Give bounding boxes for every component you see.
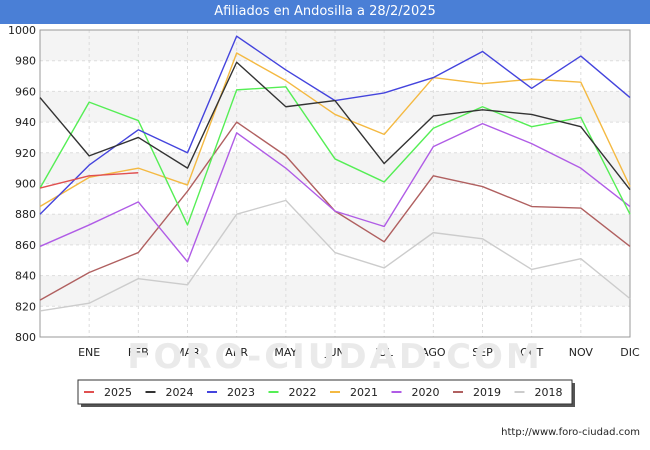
plot-border [39,29,631,338]
y-tick-label: 980 [15,55,36,68]
x-tick-label: ENE [78,346,100,359]
y-tick-label: 820 [15,300,36,313]
legend-box [77,379,573,405]
legend-label: 2019 [473,386,501,399]
x-tick-label: DIC [620,346,640,359]
x-tick-label: ABR [225,346,248,359]
x-tick-label: JUL [374,346,393,359]
watermark: FORO-CIUDAD.COM [127,337,543,377]
x-tick-label: SEP [472,346,493,359]
legend-label: 2018 [535,386,563,399]
footer-url: http://www.foro-ciudad.com [501,427,640,438]
x-tick-label: NOV [569,346,594,359]
legend-label: 2022 [289,386,317,399]
x-tick-label: OCT [520,346,543,359]
series-line-2022 [39,86,631,226]
title-bar: Afiliados en Andosilla a 28/2/2025 [0,0,650,24]
y-tick-label: 960 [15,85,36,98]
y-tick-label: 900 [15,178,36,191]
legend-label: 2021 [350,386,378,399]
y-tick-label: 1000 [8,24,36,37]
series-line-2025 [39,172,139,189]
legend-label: 2025 [104,386,132,399]
y-tick-label: 840 [15,270,36,283]
series-line-2021 [39,52,631,208]
y-tick-label: 940 [15,116,36,129]
legend: 2025 2024 2023 2022 2021 2020 2019 2018 [77,379,575,407]
y-tick-label: 800 [15,331,36,344]
series-line-2018 [39,199,631,312]
legend-label: 2024 [166,386,194,399]
chart-title: Afiliados en Andosilla a 28/2/2025 [214,4,436,19]
y-tick-label: 880 [15,208,36,221]
x-tick-label: JUN [324,346,345,359]
legend-label: 2020 [412,386,440,399]
x-tick-label: AGO [421,346,446,359]
series-line-2020 [39,122,631,263]
y-tick-label: 920 [15,147,36,160]
axes: 800 820 840 860 880 900 920 940 960 980 1000 ENE FEB… [8,24,640,377]
series-line-2024 [39,61,631,191]
x-tick-label: FEB [128,346,149,359]
x-tick-label: MAR [175,346,200,359]
legend-label: 2023 [227,386,255,399]
x-tick-label: MAY [274,346,297,359]
series-lines [39,35,631,312]
y-tick-label: 860 [15,239,36,252]
